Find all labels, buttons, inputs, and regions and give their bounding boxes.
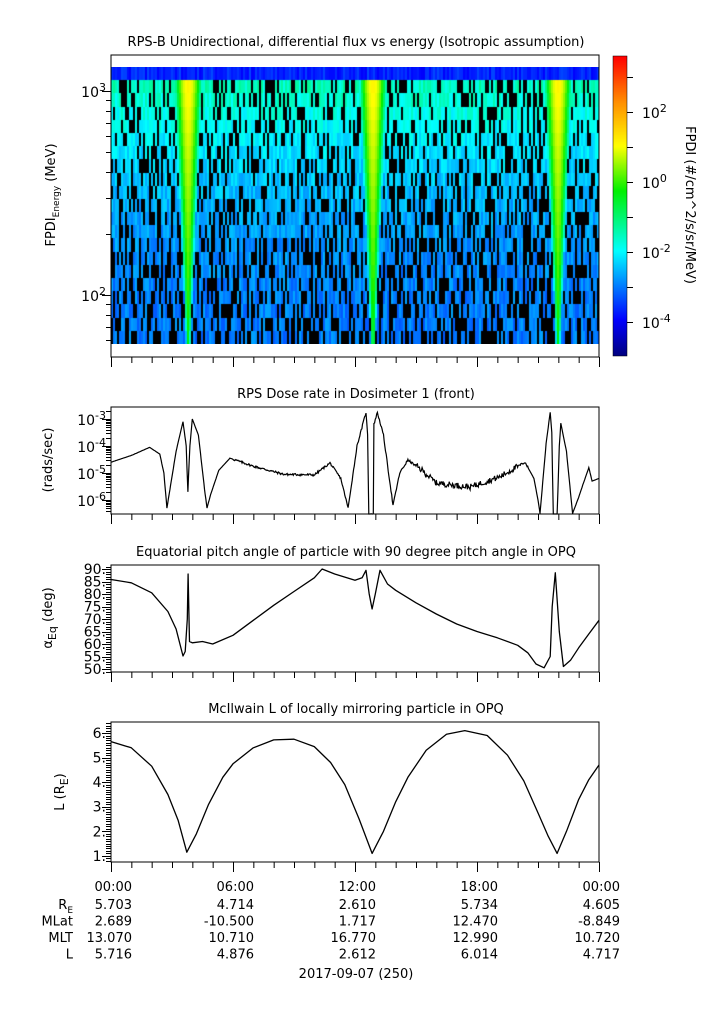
panel2-ylabel: (rads/sec): [41, 428, 56, 493]
panel2-title: RPS Dose rate in Dosimeter 1 (front): [237, 387, 475, 402]
colorbar-tick-label: 10-4: [642, 312, 671, 332]
y-tick-label: 50.: [84, 662, 106, 678]
y-tick-label: 75.: [84, 600, 106, 616]
ephemeris-value: 16.770: [331, 931, 377, 946]
panel3-frame: [110, 564, 600, 673]
ephemeris-value: 2.689: [95, 915, 132, 930]
ephemeris-value: 5.734: [461, 898, 498, 913]
y-tick-label: 65.: [84, 625, 106, 641]
y-tick-label: 6.: [93, 726, 106, 742]
ephemeris-value: 4.876: [217, 948, 254, 963]
ephemeris-value: 4.605: [583, 898, 620, 913]
ephemeris-row-label: RE: [58, 898, 73, 916]
y-tick-label: 10-5: [77, 463, 106, 483]
panel3-title: Equatorial pitch angle of particle with …: [136, 545, 576, 560]
ephemeris-value: 5.716: [95, 948, 132, 963]
y-tick-label: 85.: [84, 575, 106, 591]
ephemeris-value: 10.720: [575, 931, 621, 946]
y-tick-label: 4.: [93, 775, 106, 791]
y-tick-label: 2.: [93, 824, 106, 840]
ephemeris-value: -8.849: [578, 915, 620, 930]
y-tick-label: 1.: [93, 849, 106, 865]
y-tick-label: 3.: [93, 800, 106, 816]
x-tick-label: 18:00: [461, 880, 498, 895]
panel4-ylabel: L (RE): [53, 773, 71, 811]
ephemeris-value: 2.610: [339, 898, 376, 913]
colorbar-gradient: [613, 56, 627, 356]
x-tick-label: 12:00: [339, 880, 376, 895]
ephemeris-row-label: L: [66, 948, 74, 963]
ephemeris-value: 2.612: [339, 948, 376, 963]
y-tick-label: 55.: [84, 650, 106, 666]
ephemeris-value: 4.717: [583, 948, 620, 963]
panel1-ylabel: FPDIEnergy (MeV): [44, 143, 62, 246]
ephemeris-value: -10.500: [204, 915, 254, 930]
y-tick-label: 60.: [84, 637, 106, 653]
x-tick-label: 00:00: [583, 880, 620, 895]
ephemeris-value: 12.990: [453, 931, 499, 946]
x-tick-label: 06:00: [217, 880, 254, 895]
y-tick-label: 10-3: [77, 409, 106, 429]
panel1-title: RPS-B Unidirectional, differential flux …: [128, 35, 585, 50]
colorbar-tick-label: 102: [642, 102, 667, 122]
y-tick-label: 5.: [93, 751, 106, 767]
y-tick-label: 103: [81, 81, 106, 101]
ephemeris-value: 4.714: [217, 898, 254, 913]
colorbar-tick-label: 100: [642, 172, 667, 192]
colorbar-frame: [612, 55, 628, 357]
y-tick-label: 90.: [84, 562, 106, 578]
panel1-frame: [110, 54, 600, 358]
y-tick-label: 10-6: [77, 490, 106, 510]
panel3-ylabel: αEq (deg): [41, 587, 59, 648]
x-tick-label: 00:00: [95, 880, 132, 895]
dose-rate-line: [110, 410, 600, 515]
ephemeris-value: 6.014: [461, 948, 498, 963]
ephemeris-row-label: MLT: [48, 931, 73, 946]
y-tick-label: 102: [81, 285, 106, 305]
colorbar-label: FPDI (#/cm^2/s/sr/MeV): [682, 126, 697, 284]
ephemeris-value: 12.470: [453, 915, 499, 930]
spectrogram-image: [111, 67, 599, 344]
colorbar-tick-label: 10-2: [642, 242, 671, 262]
ephemeris-value: 1.717: [339, 915, 376, 930]
y-tick-label: 80.: [84, 587, 106, 603]
y-tick-label: 70.: [84, 612, 106, 628]
ephemeris-value: 10.710: [209, 931, 255, 946]
mcilwain-l-line: [110, 729, 600, 855]
ephemeris-value: 13.070: [87, 931, 133, 946]
pitch-angle-line: [110, 568, 600, 669]
y-tick-label: 10-4: [77, 436, 106, 456]
ephemeris-value: 5.703: [95, 898, 132, 913]
panel4-title: McIlwain L of locally mirroring particle…: [208, 702, 504, 717]
ephemeris-row-label: MLat: [41, 915, 73, 930]
date-label: 2017-09-07 (250): [299, 967, 414, 982]
